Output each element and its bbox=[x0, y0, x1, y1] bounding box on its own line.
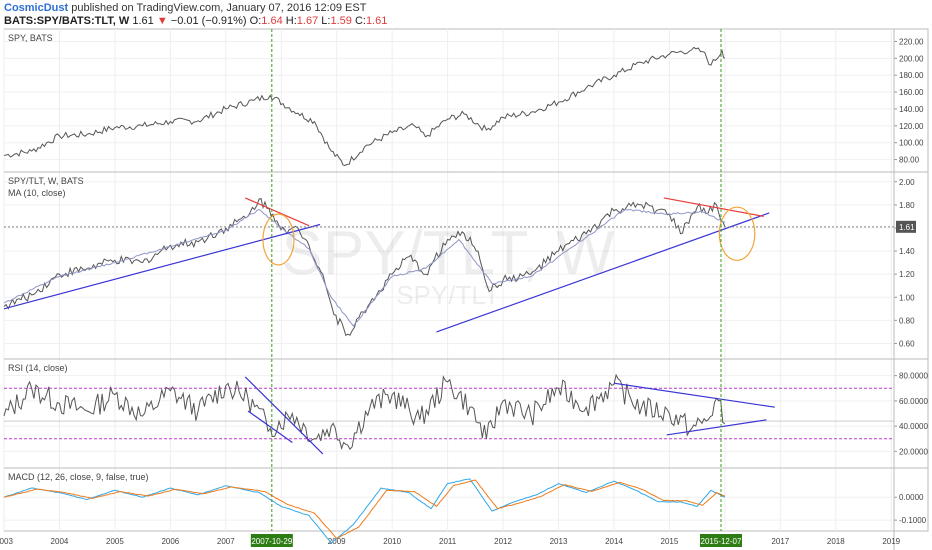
open-value: 1.64 bbox=[261, 15, 283, 27]
high-label: H: bbox=[285, 15, 297, 27]
x-tick-label: 2006 bbox=[161, 537, 179, 546]
pane-title: SPY/TLT, W, BATS bbox=[8, 176, 84, 186]
x-tick-label: 2017 bbox=[771, 537, 789, 546]
pane-subtitle: MA (10, close) bbox=[8, 188, 66, 198]
date-marker-badge bbox=[250, 534, 293, 547]
x-tick-label: 2012 bbox=[494, 537, 512, 546]
price-change: −0.01 (−0.91%) bbox=[170, 15, 247, 27]
y-tick-label: 0.60 bbox=[899, 339, 915, 348]
x-tick-label: 2013 bbox=[550, 537, 568, 546]
close-label: C: bbox=[354, 15, 366, 27]
trendline bbox=[663, 197, 764, 218]
y-tick-label: 40.0000 bbox=[899, 422, 928, 431]
last-value-badge bbox=[896, 220, 916, 233]
y-tick-label: 120.00 bbox=[899, 122, 924, 131]
y-tick-label: 2.00 bbox=[899, 178, 915, 187]
y-tick-label: 1.00 bbox=[899, 293, 915, 302]
highlight-ellipse bbox=[718, 206, 756, 261]
x-tick-label: 2003 bbox=[0, 537, 13, 546]
watermark-text: SPY/TLT, W bbox=[281, 219, 614, 288]
y-tick-label: 1.40 bbox=[899, 247, 915, 256]
date-marker-label: 2015-12-07 bbox=[701, 537, 742, 546]
y-tick-label: 80.00 bbox=[899, 156, 920, 165]
x-tick-label: 2004 bbox=[51, 537, 69, 546]
x-tick-label: 2011 bbox=[439, 537, 457, 546]
y-tick-label: 180.00 bbox=[899, 71, 924, 80]
y-tick-label: 0.80 bbox=[899, 316, 915, 325]
symbol-header: BATS:SPY/BATS:TLT, W 1.61 ▼ −0.01 (−0.91… bbox=[4, 15, 387, 27]
trendline bbox=[436, 212, 770, 333]
author-link[interactable]: CosmicDust bbox=[4, 2, 69, 14]
y-tick-label: 60.0000 bbox=[899, 397, 928, 406]
publish-info: published on TradingView.com, January 07… bbox=[71, 2, 367, 14]
open-label: O: bbox=[249, 15, 262, 27]
low-value: 1.59 bbox=[330, 15, 352, 27]
pane-title: MACD (12, 26, close, 9, false, true) bbox=[8, 472, 149, 482]
y-tick-label: -0.1000 bbox=[899, 516, 927, 525]
date-marker-badge bbox=[699, 534, 742, 547]
date-marker-label: 2007-10-29 bbox=[251, 537, 292, 546]
highlight-ellipse bbox=[262, 213, 295, 266]
y-tick-label: 200.00 bbox=[899, 54, 924, 63]
series-spy-line bbox=[3, 46, 726, 167]
x-tick-label: 2015 bbox=[661, 537, 679, 546]
symbol-name[interactable]: BATS:SPY/BATS:TLT, W bbox=[4, 15, 130, 27]
y-tick-label: 140.00 bbox=[899, 105, 924, 114]
x-tick-label: 2005 bbox=[106, 537, 124, 546]
x-tick-label: 2007 bbox=[217, 537, 235, 546]
trendline bbox=[247, 410, 293, 444]
last-price: 1.61 bbox=[132, 15, 154, 27]
y-tick-label: 160.00 bbox=[899, 88, 924, 97]
low-label: L: bbox=[321, 15, 331, 27]
trendline bbox=[244, 197, 310, 227]
y-tick-label: 20.0000 bbox=[899, 447, 928, 456]
pane-title: RSI (14, close) bbox=[8, 363, 68, 373]
last-value-label: 1.61 bbox=[899, 223, 915, 232]
series-ma-10-close--line bbox=[3, 208, 726, 327]
x-tick-label: 2018 bbox=[827, 537, 845, 546]
y-tick-label: 100.00 bbox=[899, 139, 924, 148]
close-value: 1.61 bbox=[365, 15, 388, 27]
trendline bbox=[3, 223, 321, 310]
series-signal-line bbox=[3, 479, 726, 540]
y-tick-label: 0.0000 bbox=[899, 493, 924, 502]
y-tick-label: 80.0000 bbox=[899, 372, 928, 381]
watermark-subtext: SPY/TLT bbox=[396, 280, 500, 310]
y-tick-label: 220.00 bbox=[899, 37, 924, 46]
y-tick-label: 1.80 bbox=[899, 201, 915, 210]
pane-title: SPY, BATS bbox=[8, 33, 53, 43]
trendline bbox=[666, 419, 767, 436]
publish-header: CosmicDust published on TradingView.com,… bbox=[4, 2, 366, 14]
x-tick-label: 2019 bbox=[882, 537, 900, 546]
y-tick-label: 1.20 bbox=[899, 270, 915, 279]
x-tick-label: 2010 bbox=[383, 537, 401, 546]
down-arrow-icon: ▼ bbox=[156, 15, 168, 27]
trendline bbox=[244, 376, 324, 455]
x-tick-label: 2009 bbox=[328, 537, 346, 546]
trendline bbox=[613, 382, 775, 408]
series-rsi-line bbox=[3, 373, 726, 451]
series-macd-line bbox=[3, 478, 726, 544]
high-value: 1.67 bbox=[296, 15, 319, 27]
x-tick-label: 2014 bbox=[605, 537, 623, 546]
